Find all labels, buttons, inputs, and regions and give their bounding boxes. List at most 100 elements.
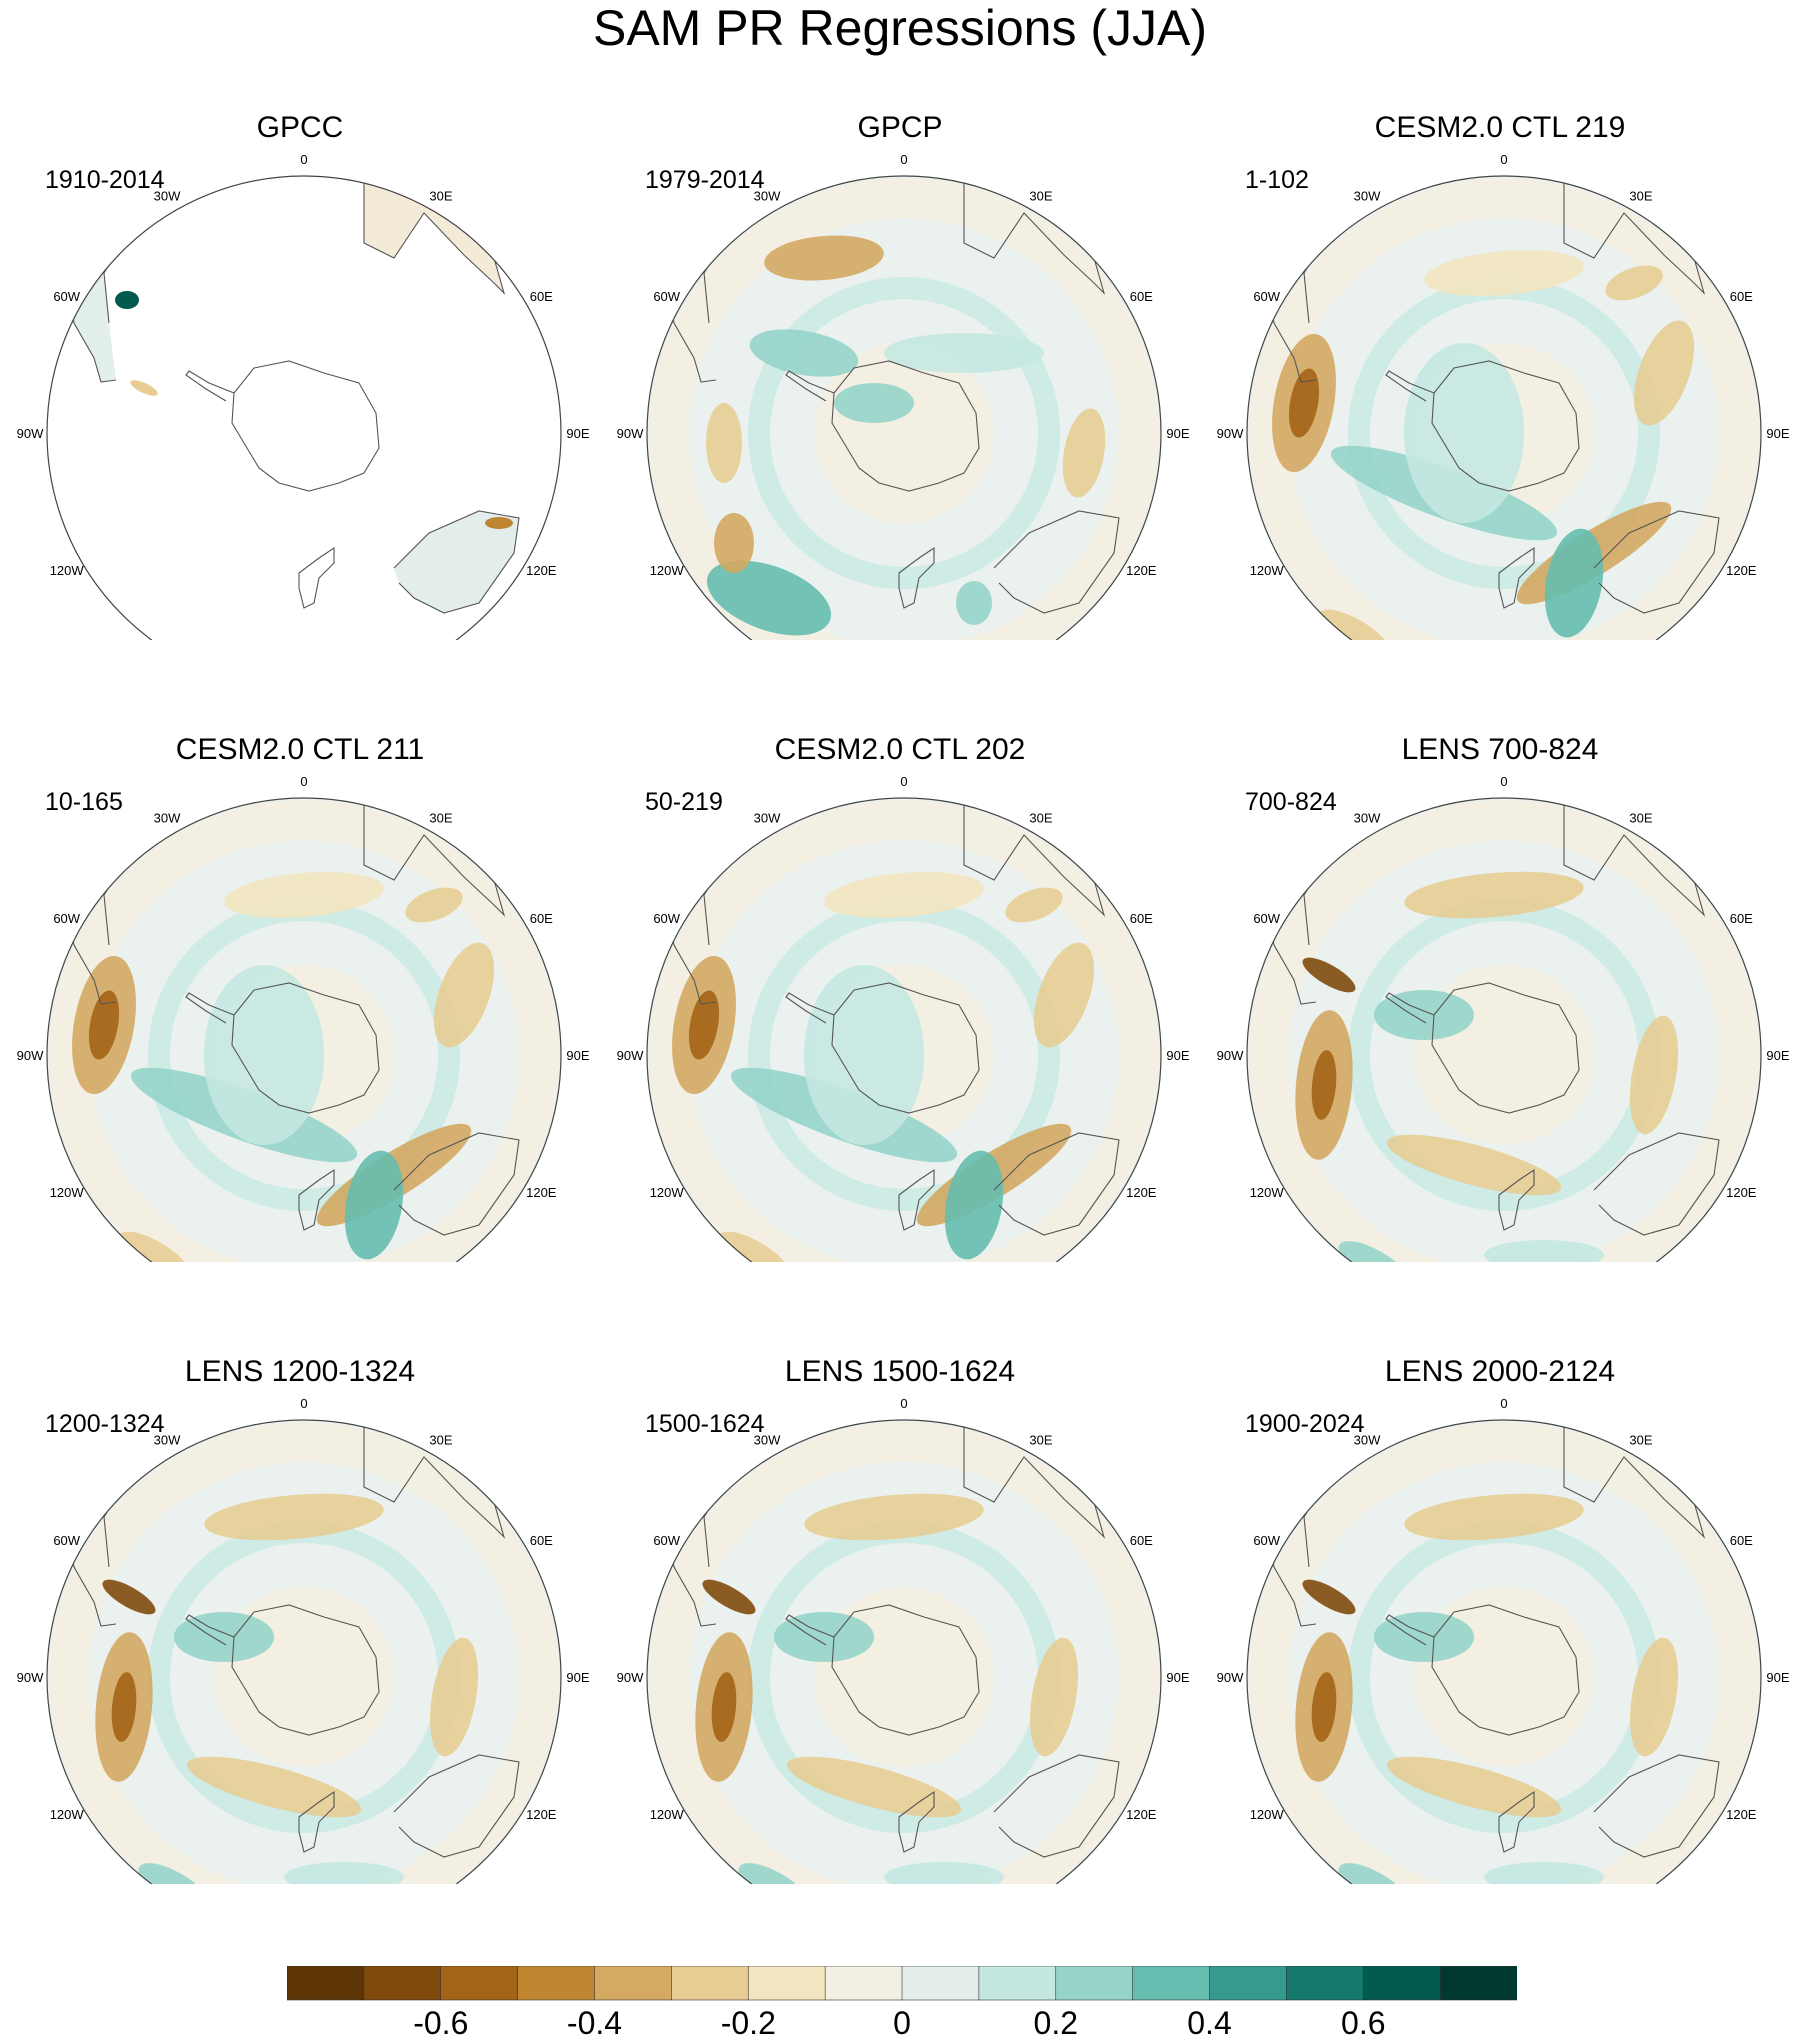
regression-anomaly — [1386, 1756, 1562, 1818]
longitude-label: 90E — [1166, 426, 1189, 441]
regression-anomaly — [118, 1231, 190, 1262]
regression-anomaly — [1302, 957, 1356, 993]
panel-period: 700-824 — [1245, 788, 1337, 816]
longitude-label: 0 — [300, 1396, 307, 1411]
colorbar-tick-label: 0.6 — [1341, 2005, 1385, 2036]
longitude-label: 90W — [1217, 1670, 1244, 1685]
longitude-label: 60E — [1730, 1533, 1753, 1548]
longitude-label: 90W — [17, 1048, 44, 1063]
longitude-label: 30W — [754, 189, 781, 204]
panel-title: LENS 2000-2124 — [1384, 1355, 1616, 1388]
map-boundary — [1246, 1419, 1762, 1884]
longitude-label: 60E — [1730, 911, 1753, 926]
longitude-label: 90W — [1217, 1048, 1244, 1063]
map-boundary — [646, 175, 1162, 640]
map-boundary — [46, 1419, 562, 1884]
colorbar-tick-label: -0.6 — [413, 2005, 468, 2036]
regression-anomaly — [944, 1150, 1004, 1260]
map-boundary — [1246, 175, 1762, 640]
polar-map: 030E60E90E120E150E180150W120W90W60W30W — [1217, 774, 1790, 1262]
regression-anomaly — [1338, 1863, 1410, 1884]
colorbar-segment — [363, 1966, 442, 2001]
longitude-label: 30W — [154, 1433, 181, 1448]
regression-anomaly — [1062, 408, 1106, 498]
colorbar-segment — [901, 1966, 980, 2001]
map-panel: 030E60E90E120E150E180150W120W90W60W30WCE… — [0, 642, 600, 1262]
longitude-label: 120W — [1250, 563, 1285, 578]
regression-anomaly — [738, 1863, 810, 1884]
regression-anomaly — [1605, 265, 1663, 301]
map-boundary — [1246, 797, 1762, 1262]
regression-anomaly — [1404, 343, 1524, 523]
figure-title: SAM PR Regressions (JJA) — [592, 0, 1208, 56]
longitude-label: 60E — [530, 1533, 553, 1548]
regression-anomaly — [1484, 1862, 1604, 1884]
map-panel: 030E60E90E120E150E180150W120W90W60W30W LE… — [1200, 642, 1800, 1262]
colorbar-segment — [517, 1966, 596, 2001]
regression-anomaly — [1374, 1612, 1474, 1662]
regression-anomaly — [714, 513, 754, 573]
longitude-label: 90E — [566, 426, 589, 441]
map-panel: 030E60E90E120E150E180150W120W90W60W30WCE… — [1200, 20, 1800, 640]
regression-anomaly — [702, 1579, 756, 1615]
longitude-label: 120W — [50, 1807, 85, 1822]
longitude-label: 60E — [1130, 911, 1153, 926]
colorbar-segment — [1132, 1966, 1211, 2001]
longitude-label: 30W — [754, 811, 781, 826]
longitude-label: 30E — [1629, 1433, 1652, 1448]
polar-map: 030E60E90E120E150E180150W120W90W60W30W — [17, 152, 590, 640]
longitude-label: 90W — [617, 426, 644, 441]
longitude-label: 30E — [1629, 189, 1652, 204]
panel-period: 1200-1324 — [45, 1410, 165, 1438]
regression-anomaly — [433, 942, 495, 1048]
panel-title: LENS 700-824 — [1401, 733, 1599, 766]
precipitation-field — [647, 176, 1161, 640]
longitude-label: 30E — [1029, 811, 1052, 826]
map-panel: 030E60E90E120E150E180150W120W90W60W30WGP… — [0, 20, 600, 640]
longitude-label: 60W — [53, 1533, 80, 1548]
regression-anomaly — [1386, 1134, 1562, 1196]
colorbar-tick-label: 0.2 — [1034, 2005, 1078, 2036]
regression-anomaly — [706, 403, 742, 483]
longitude-label: 60W — [53, 911, 80, 926]
polar-map: 030E60E90E120E150E180150W120W90W60W30W — [617, 152, 1190, 640]
panel-period: 1-102 — [1245, 166, 1309, 194]
panel-period: 1979-2014 — [645, 166, 765, 194]
regression-anomaly — [706, 560, 832, 636]
longitude-label: 120W — [50, 1185, 85, 1200]
regression-anomaly — [1374, 990, 1474, 1040]
map-boundary — [646, 1419, 1162, 1884]
longitude-label: 120W — [50, 563, 85, 578]
longitude-label: 30W — [1354, 189, 1381, 204]
longitude-label: 60W — [1253, 289, 1280, 304]
longitude-label: 0 — [900, 774, 907, 789]
longitude-label: 0 — [1500, 152, 1507, 167]
regression-anomaly — [1338, 1241, 1410, 1262]
map-panel: 030E60E90E120E150E180150W120W90W60W30WCE… — [600, 642, 1200, 1262]
longitude-label: 120W — [650, 1807, 685, 1822]
panel-period: 1910-2014 — [45, 166, 165, 194]
longitude-label: 30W — [754, 1433, 781, 1448]
longitude-label: 90E — [566, 1670, 589, 1685]
longitude-label: 120E — [526, 1185, 557, 1200]
panel-title: LENS 1200-1324 — [184, 1355, 416, 1388]
polar-map: 030E60E90E120E150E180150W120W90W60W30W — [617, 1396, 1190, 1884]
colorbar: -0.6 -0.4 -0.2 0 0.2 0.4 0.6 — [287, 1966, 1517, 2036]
map-boundary — [46, 175, 562, 640]
colorbar-segment — [594, 1966, 672, 2001]
polar-map: 030E60E90E120E150E180150W120W90W60W30W — [17, 774, 590, 1262]
regression-anomaly — [405, 887, 463, 923]
regression-anomaly — [88, 990, 120, 1060]
colorbar-segment — [671, 1966, 749, 2001]
regression-anomaly — [718, 1231, 790, 1262]
regression-anomaly — [774, 1612, 874, 1662]
regression-anomaly — [956, 581, 992, 625]
regression-anomaly — [1404, 871, 1584, 919]
longitude-label: 60E — [1130, 1533, 1153, 1548]
regression-anomaly — [1029, 1637, 1079, 1757]
longitude-label: 60W — [53, 289, 80, 304]
colorbar-tick-label: -0.2 — [721, 2005, 776, 2036]
longitude-label: 60W — [653, 289, 680, 304]
panel-period: 1900-2024 — [1245, 1410, 1365, 1438]
longitude-label: 60E — [1130, 289, 1153, 304]
